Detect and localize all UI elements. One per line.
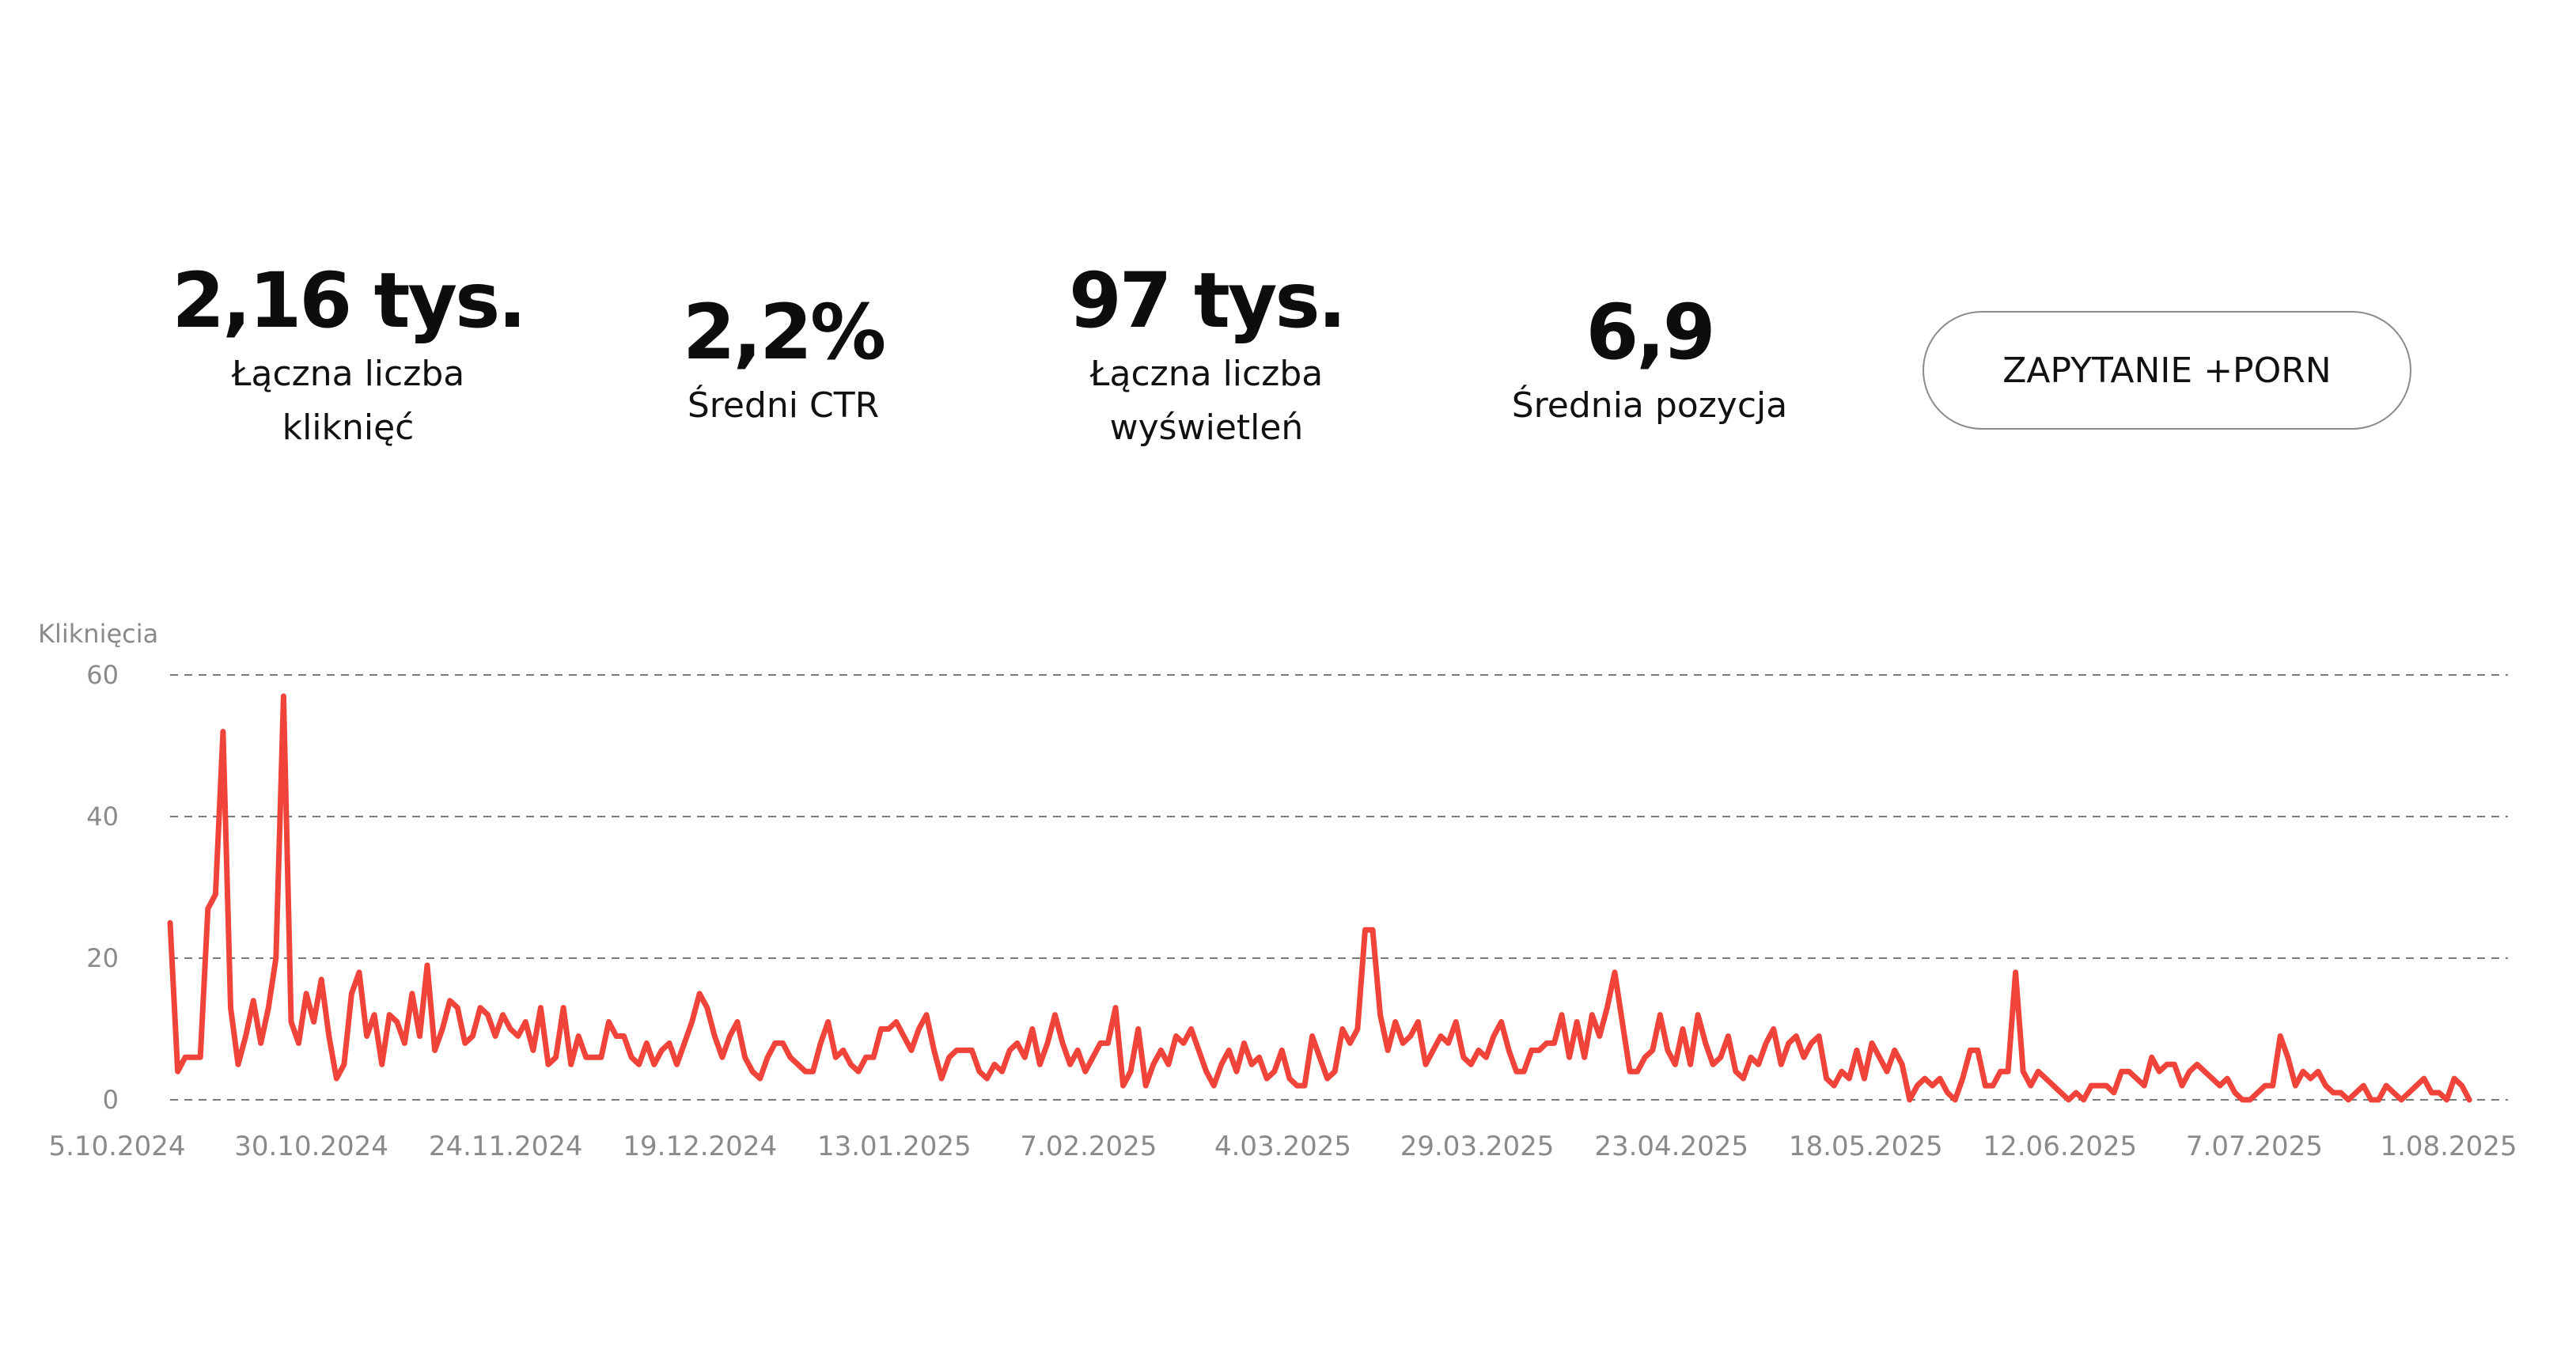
x-tick-label: 7.02.2025 [1020, 1131, 1157, 1162]
x-tick-label: 13.01.2025 [817, 1131, 972, 1162]
metric-label-line: Łączna liczba [1089, 353, 1324, 394]
metric-label: Łączna liczba wyświetleń [1001, 347, 1412, 455]
metric-value: 6,9 [1585, 288, 1715, 377]
metric-label: Łączna liczba kliknięć [142, 347, 554, 455]
x-tick-label: 18.05.2025 [1789, 1131, 1943, 1162]
query-filter-button[interactable]: ZAPYTANIE +PORN [1923, 311, 2411, 430]
x-tick-label: 5.10.2024 [48, 1131, 185, 1162]
metric-average-ctr: 2,2% Średni CTR [578, 293, 989, 433]
x-tick-label: 29.03.2025 [1400, 1131, 1555, 1162]
x-tick-labels: 5.10.2024 30.10.2024 24.11.2024 19.12.2024 1… [48, 1131, 2517, 1162]
clicks-line-chart: Kliknięcia 0 20 40 60 5.10.2024 30.10.2024 24… [38, 619, 2517, 1162]
y-axis-label: Kliknięcia [38, 619, 158, 649]
metric-total-clicks: 2,16 tys. Łączna liczba kliknięć [142, 261, 554, 455]
y-tick-labels: 0 20 40 60 [86, 660, 119, 1115]
y-tick-label: 40 [86, 802, 119, 832]
metric-value: 97 tys. [1068, 256, 1347, 345]
metric-value: 2,16 tys. [172, 256, 526, 345]
metric-label-line: wyświetleń [1109, 407, 1304, 448]
grid-lines [170, 674, 2508, 1101]
y-tick-label: 60 [86, 660, 119, 690]
x-tick-label: 30.10.2024 [234, 1131, 388, 1162]
metric-label-line: Łączna liczba [231, 353, 465, 394]
metric-label: Średni CTR [687, 385, 880, 426]
x-tick-label: 1.08.2025 [2380, 1131, 2517, 1162]
metric-average-position: 6,9 Średnia pozycja [1432, 293, 1867, 433]
x-tick-label: 19.12.2024 [623, 1131, 777, 1162]
x-tick-label: 23.04.2025 [1594, 1131, 1748, 1162]
y-tick-label: 0 [103, 1085, 119, 1115]
x-tick-label: 24.11.2024 [429, 1131, 583, 1162]
x-tick-label: 12.06.2025 [1983, 1131, 2137, 1162]
metric-value: 2,2% [682, 288, 886, 377]
x-tick-label: 4.03.2025 [1214, 1131, 1351, 1162]
y-tick-label: 20 [86, 943, 119, 973]
series-line-clicks [167, 693, 2472, 1103]
x-tick-label: 7.07.2025 [2186, 1131, 2323, 1162]
data-points [169, 695, 2470, 1101]
metric-label-line: kliknięć [282, 407, 415, 448]
metric-label: Średnia pozycja [1511, 385, 1788, 426]
metric-total-impressions: 97 tys. Łączna liczba wyświetleń [1001, 261, 1412, 455]
